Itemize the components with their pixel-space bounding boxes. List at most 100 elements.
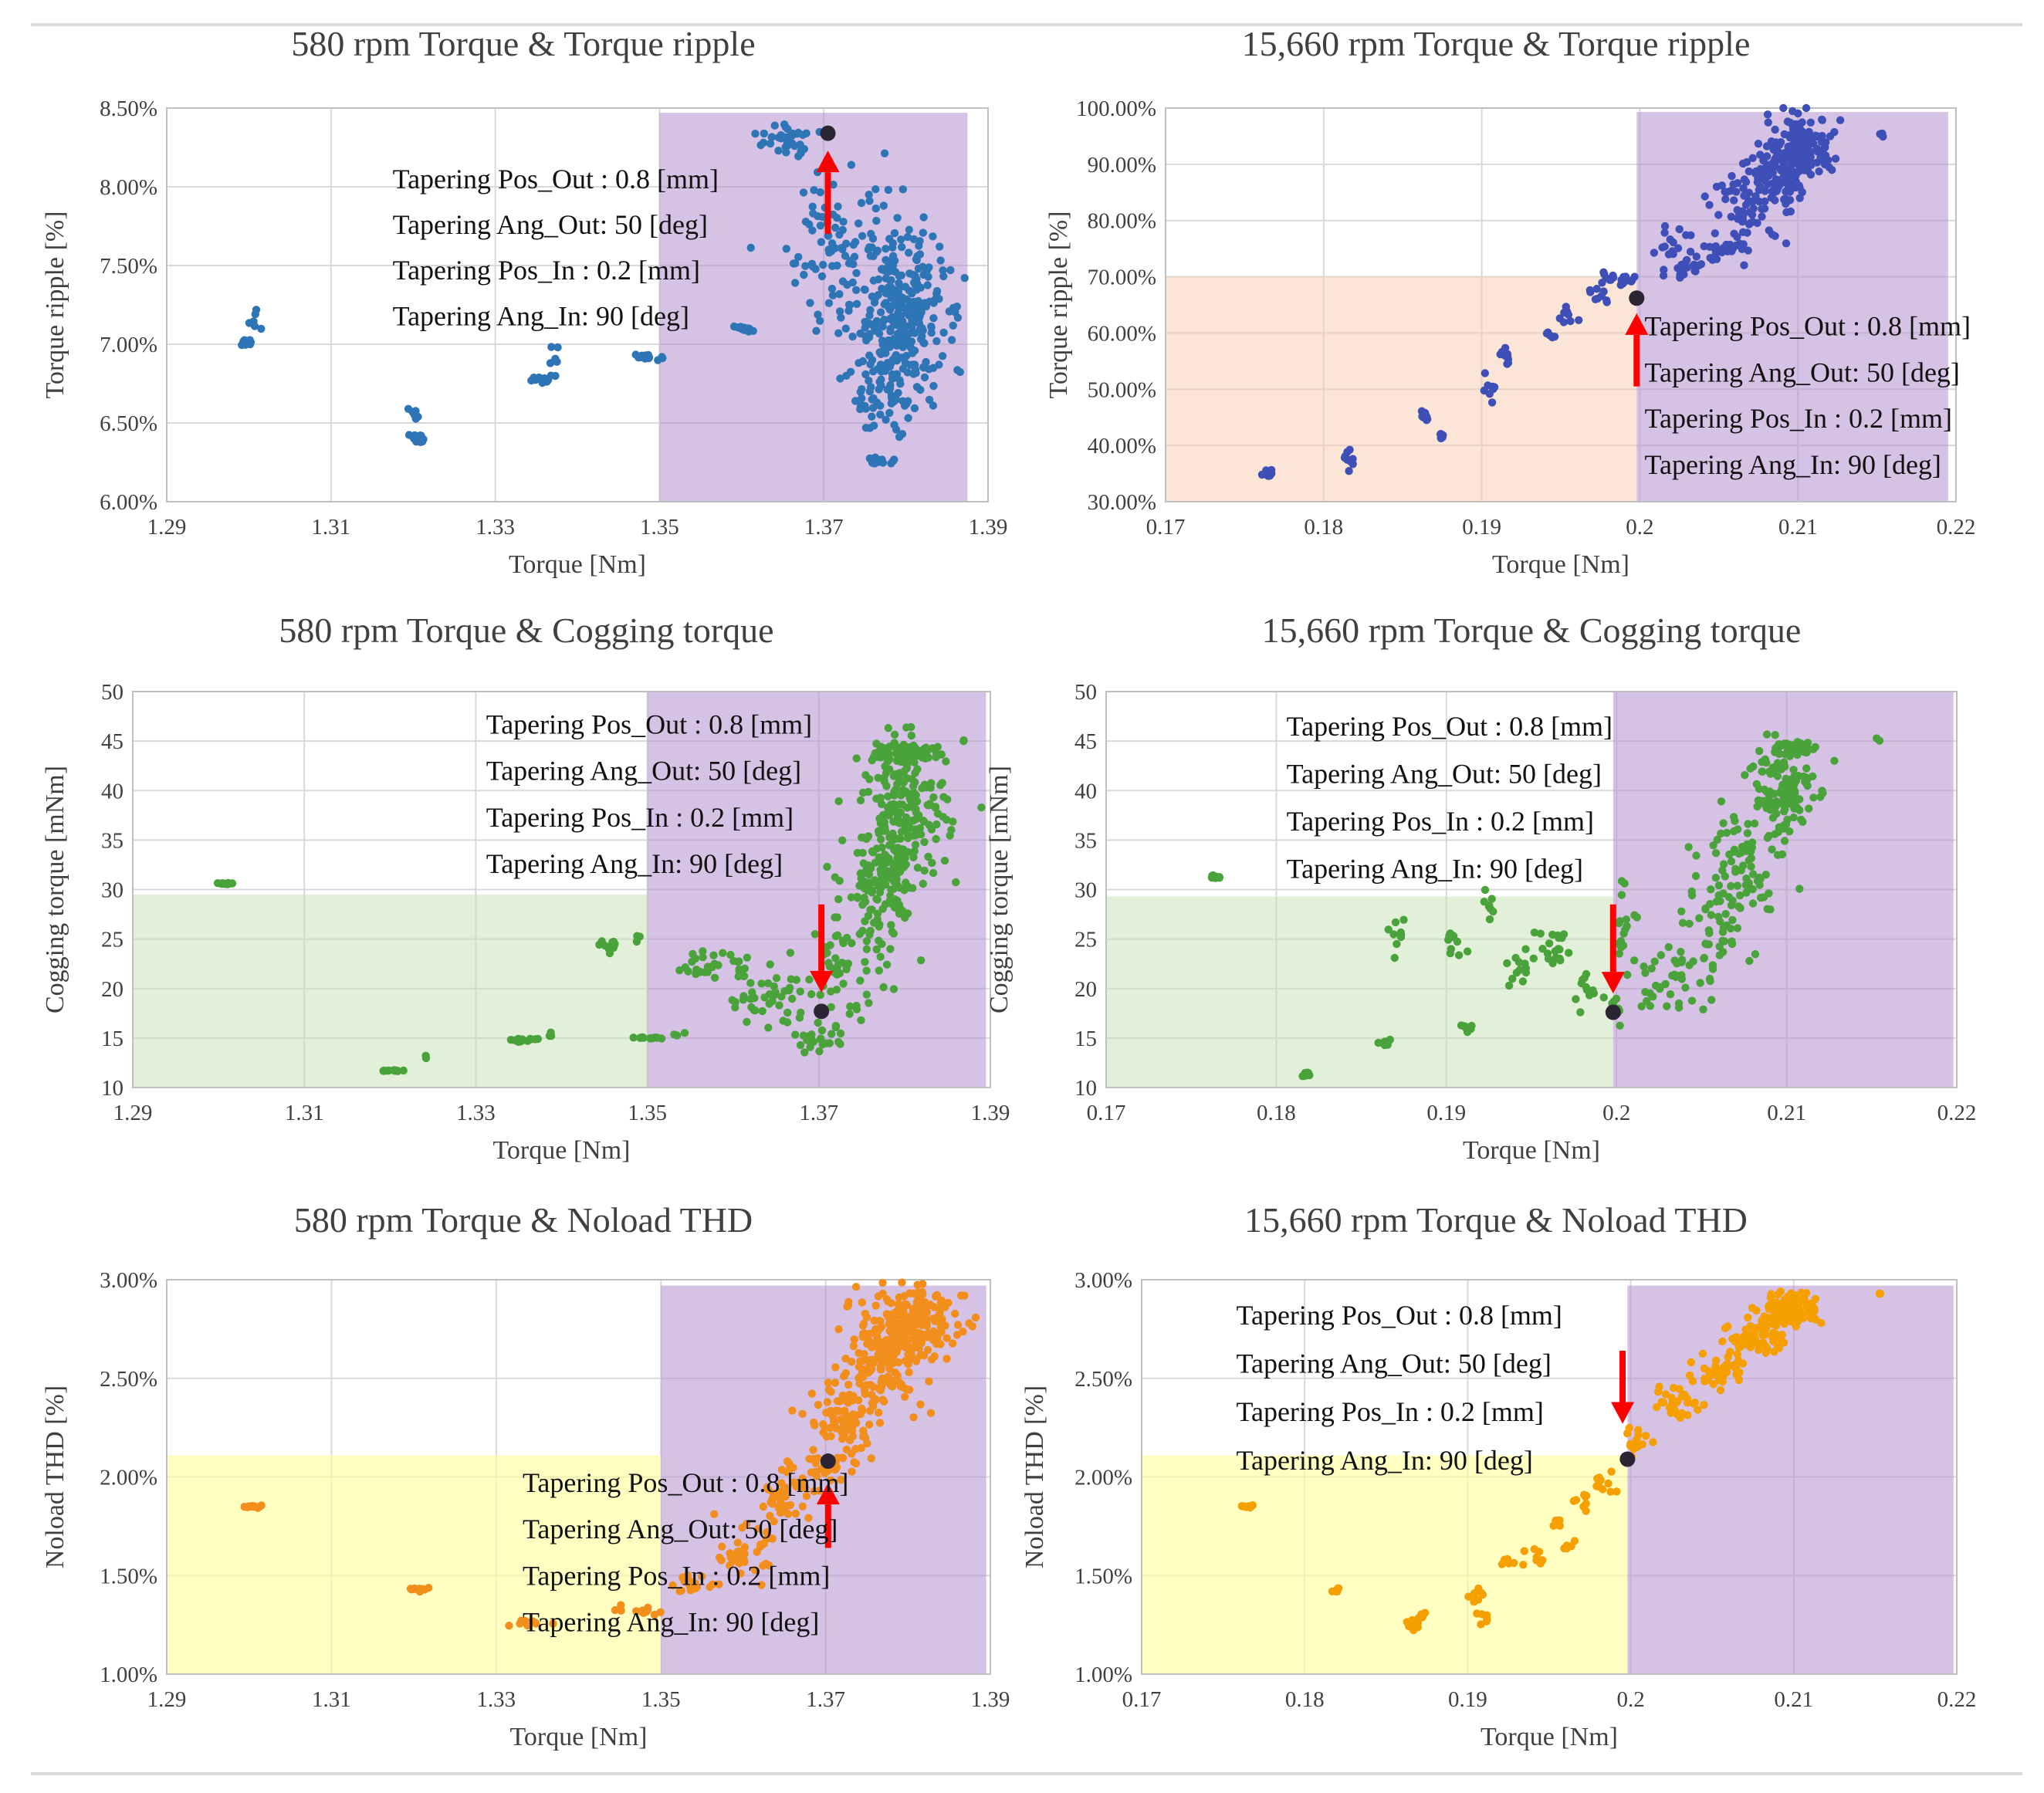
data-point [920,373,929,382]
data-point [1754,796,1762,805]
data-point [244,339,252,347]
data-point [1774,1306,1782,1314]
arrow-head [816,1483,840,1505]
data-point [739,992,748,1000]
data-point [904,1336,912,1345]
data-point [919,1351,929,1360]
x-tick-label: 0.19 [1462,515,1501,540]
data-point [1464,1024,1472,1034]
data-point [1728,245,1738,253]
data-point [854,359,863,367]
data-point [549,1619,557,1628]
data-point [1617,891,1626,899]
data-point [848,1467,856,1476]
data-point [1719,860,1728,868]
data-point [947,826,956,834]
data-point [911,769,919,777]
data-point [872,739,881,748]
data-point [1632,1436,1641,1444]
data-point [1733,924,1742,932]
data-point [823,862,831,871]
data-point [805,1455,814,1463]
data-point [1730,196,1738,205]
data-point [1721,910,1730,918]
data-point [865,870,874,879]
data-point [1750,1337,1758,1345]
data-point [1772,810,1781,818]
data-point [1246,1502,1254,1511]
data-point [865,454,875,463]
annotation-line: Tapering Ang_Out: 50 [deg] [1287,758,1602,789]
arrow-head [1611,1402,1635,1424]
y-tick-label: 40.00% [1088,434,1156,458]
data-point [783,1467,791,1477]
data-point [1302,1071,1311,1080]
data-point [929,314,938,323]
data-point [824,245,833,254]
x-tick-label: 0.18 [1285,1687,1325,1712]
data-point [611,939,619,949]
data-point [638,351,646,360]
data-point [1622,915,1630,924]
data-point [636,1034,645,1042]
x-tick-label: 0.19 [1426,1101,1466,1125]
data-point [877,800,886,809]
data-point [688,1581,697,1589]
data-point [910,404,919,413]
data-point [858,385,866,394]
data-point [848,1432,858,1440]
data-point [1536,1559,1545,1568]
data-point [1713,835,1721,844]
data-point [898,242,906,252]
data-point [632,937,641,946]
data-point [1728,171,1736,181]
data-point [867,1454,875,1463]
data-point [1677,907,1686,916]
data-point [733,1555,743,1565]
data-point [861,1389,869,1399]
data-point [806,1043,814,1051]
chart-4: 15,660 rpm Torque & Cogging torque 0.17 0.… [985,611,1976,1165]
data-point [833,931,842,940]
data-point [1705,201,1714,209]
data-point [772,974,781,983]
data-point [836,1040,844,1048]
data-point [822,1433,831,1441]
data-point [1812,1315,1820,1324]
data-point [1599,1485,1607,1494]
data-point [1572,995,1580,1003]
data-point [1730,229,1738,238]
data-point [767,133,776,141]
data-point [890,256,899,265]
data-point [910,347,919,355]
data-point [858,788,868,797]
data-point [738,1524,746,1532]
data-point [1749,762,1758,771]
data-point [1345,467,1353,475]
chart-title: 580 rpm Torque & Torque ripple [291,24,755,63]
data-point [1816,134,1825,143]
data-point [1781,780,1789,788]
annotation-line: Tapering Ang_In: 90 [deg] [1645,449,1941,480]
y-tick-label: 7.00% [100,333,157,357]
data-point [1677,948,1685,956]
data-point [783,1018,792,1027]
data-point [731,1003,739,1012]
selected-point [820,125,836,141]
data-point [898,907,907,915]
x-tick-label: 1.33 [475,515,515,540]
data-point [953,1331,962,1339]
data-point [1750,819,1759,828]
data-point [827,987,835,996]
data-point [926,1301,935,1309]
data-point [1734,902,1743,911]
data-point [1765,1304,1773,1314]
data-point [616,1605,624,1614]
data-point [1753,178,1762,187]
y-tick-label: 90.00% [1088,153,1156,178]
data-point [717,1556,726,1565]
data-points [240,1278,980,1630]
data-point [872,1332,882,1341]
data-point [909,788,918,797]
data-point [901,788,909,797]
